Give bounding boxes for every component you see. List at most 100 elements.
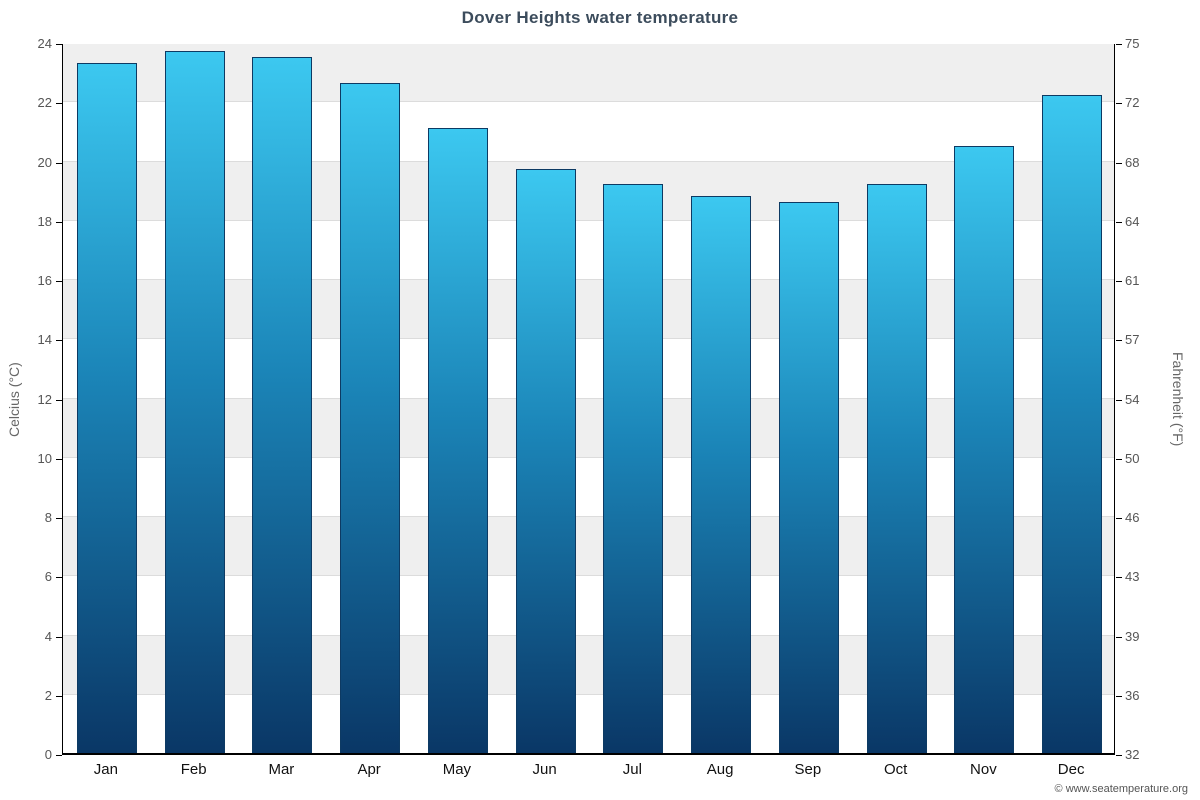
chart-title: Dover Heights water temperature (461, 8, 739, 27)
fahrenheit-tick-label: 61 (1125, 273, 1140, 288)
bar-may (427, 128, 488, 753)
celsius-tick-mark (56, 518, 62, 519)
fahrenheit-tick-mark (1116, 340, 1122, 342)
x-tick-label-feb: Feb (180, 761, 207, 778)
background-band (63, 397, 1114, 457)
x-tick-label-jun: Jun (532, 761, 557, 778)
celsius-tick-label: 20 (37, 154, 52, 170)
gridline (63, 279, 1114, 280)
gridline (63, 516, 1114, 517)
background-band (63, 101, 1114, 161)
celsius-tick-label: 4 (44, 628, 52, 644)
x-tick-label-jul: Jul (622, 761, 642, 778)
x-tick-label-mar: Mar (268, 761, 295, 778)
bar-nov (954, 146, 1015, 753)
celsius-tick-label: 0 (44, 747, 52, 762)
x-tick-label-nov: Nov (970, 761, 997, 778)
bar-aug (691, 196, 752, 753)
fahrenheit-tick-mark (1116, 281, 1122, 282)
fahrenheit-tick-mark (1116, 577, 1122, 579)
fahrenheit-tick-mark (1116, 103, 1122, 105)
celsius-tick-label: 6 (44, 569, 52, 585)
celsius-tick-mark (56, 103, 62, 105)
celsius-tick-mark (56, 458, 62, 460)
bar-jul (603, 184, 664, 753)
background-band (63, 516, 1114, 576)
celsius-tick-label: 24 (37, 36, 52, 51)
fahrenheit-tick-mark (1116, 162, 1122, 164)
fahrenheit-tick-label: 64 (1125, 213, 1140, 229)
gridline (63, 397, 1114, 399)
fahrenheit-tick-label: 57 (1125, 332, 1140, 348)
bar-sep (778, 202, 839, 753)
gridline (63, 634, 1114, 636)
background-band (63, 456, 1114, 516)
fahrenheit-tick-mark (1116, 755, 1122, 756)
bar-jun (515, 169, 576, 753)
fahrenheit-tick-label: 72 (1125, 95, 1140, 111)
background-band (63, 219, 1114, 279)
fahrenheit-tick-mark (1116, 636, 1122, 638)
fahrenheit-tick-label: 39 (1125, 628, 1140, 644)
celsius-tick-label: 16 (37, 273, 52, 288)
celsius-tick-mark (56, 44, 62, 45)
celsius-tick-mark (56, 636, 62, 638)
gridline (63, 575, 1114, 577)
gridline (63, 693, 1114, 695)
background-band (63, 338, 1114, 398)
gridline (63, 219, 1114, 221)
background-band (63, 44, 1114, 102)
bar-mar (252, 57, 313, 753)
celsius-tick-mark (56, 755, 62, 756)
x-tick-label-aug: Aug (706, 761, 734, 778)
bar-jan (76, 63, 137, 753)
background-band (63, 279, 1114, 339)
fahrenheit-tick-label: 46 (1125, 510, 1140, 525)
gridline (63, 160, 1114, 162)
celsius-tick-mark (56, 340, 62, 342)
bar-oct (866, 184, 927, 753)
fahrenheit-tick-label: 43 (1125, 569, 1140, 585)
celsius-tick-label: 14 (37, 332, 52, 348)
fahrenheit-tick-label: 75 (1125, 36, 1140, 51)
celsius-tick-mark (56, 221, 62, 223)
celsius-tick-label: 22 (37, 95, 52, 111)
fahrenheit-tick-label: 36 (1125, 687, 1140, 703)
copyright-text: © www.seatemperature.org (1054, 783, 1188, 795)
celsius-tick-mark (56, 695, 62, 697)
background-band (63, 693, 1114, 753)
x-tick-label-apr: Apr (357, 761, 381, 778)
celsius-tick-label: 8 (44, 510, 52, 525)
bar-feb (164, 51, 225, 753)
gridline (63, 338, 1114, 340)
fahrenheit-tick-mark (1116, 695, 1122, 697)
background-band (63, 575, 1114, 635)
background-band (63, 160, 1114, 220)
bar-apr (340, 83, 401, 753)
fahrenheit-tick-label: 68 (1125, 154, 1140, 170)
celsius-tick-label: 18 (37, 213, 52, 229)
celsius-tick-mark (56, 399, 62, 401)
x-tick-label-sep: Sep (794, 761, 822, 778)
x-tick-label-dec: Dec (1057, 761, 1085, 778)
y-axis-label-fahrenheit: Fahrenheit (°F) (1170, 352, 1186, 447)
fahrenheit-tick-mark (1116, 518, 1122, 519)
celsius-tick-mark (56, 281, 62, 282)
celsius-tick-mark (56, 162, 62, 164)
x-tick-label-may: May (442, 761, 472, 778)
celsius-tick-label: 10 (37, 450, 52, 466)
fahrenheit-tick-mark (1116, 458, 1122, 460)
gridline (63, 456, 1114, 458)
x-tick-label-oct: Oct (883, 761, 908, 778)
bar-dec (1042, 95, 1103, 753)
background-band (63, 634, 1114, 694)
fahrenheit-tick-label: 32 (1125, 747, 1140, 762)
fahrenheit-tick-label: 50 (1125, 450, 1140, 466)
celsius-tick-mark (56, 577, 62, 579)
celsius-tick-label: 12 (37, 391, 52, 407)
plot-area (62, 44, 1115, 755)
fahrenheit-tick-label: 54 (1125, 391, 1140, 407)
celsius-tick-label: 2 (44, 687, 52, 703)
x-tick-label-jan: Jan (93, 761, 118, 778)
